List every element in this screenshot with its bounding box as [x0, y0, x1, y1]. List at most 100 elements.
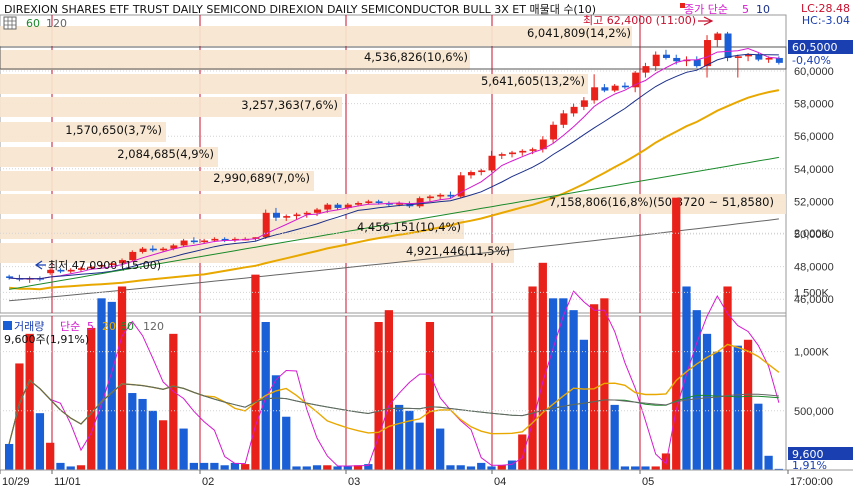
ma5-line — [9, 47, 779, 280]
volume-bar — [415, 422, 424, 470]
candle-body — [119, 260, 127, 264]
volume-bar — [169, 333, 178, 470]
candle-body — [765, 57, 773, 60]
candle-body — [160, 248, 168, 251]
candle-body — [683, 59, 691, 62]
x-axis-label: 17:00:00 — [790, 476, 833, 488]
volume-bar — [46, 442, 55, 470]
volume-profile-bar — [0, 171, 314, 191]
volume-bar — [425, 322, 435, 470]
volume-bar — [35, 413, 45, 470]
volume-profile-label: 2,084,685(4,9%) — [117, 147, 214, 161]
candle-body — [6, 276, 14, 279]
ma10-line — [9, 53, 779, 280]
volume-bar — [66, 466, 75, 470]
candle-body — [139, 248, 147, 252]
chart-title-bar: DIREXION SHARES ETF TRUST DAILY SEMICOND… — [0, 0, 853, 16]
candle-body — [98, 264, 106, 267]
volume-bar — [312, 465, 322, 470]
candle-body — [457, 175, 465, 197]
candle-body — [416, 198, 424, 207]
chart-title: DIREXION SHARES ETF TRUST DAILY SEMICOND… — [4, 3, 597, 16]
volume-profile-bar — [0, 219, 464, 239]
volume-bar — [292, 466, 301, 470]
candlestick-series — [6, 31, 783, 283]
volume-bar — [251, 274, 260, 470]
candle-body — [550, 124, 558, 140]
volume-bar — [702, 333, 712, 470]
volume-legend-item: 120 — [143, 320, 164, 333]
price-tick-label: 58,0000 — [794, 99, 834, 111]
volume-bar — [641, 466, 650, 470]
volume-bar — [672, 197, 681, 470]
candle-body — [580, 100, 588, 107]
volume-bar — [128, 393, 137, 470]
candle-body — [498, 154, 506, 156]
volume-tick-label: 500,000 — [794, 406, 834, 418]
ma5-legend: 5 — [742, 3, 749, 16]
low-arrow-icon — [34, 260, 46, 270]
volume-bar — [87, 327, 96, 470]
price-tick-label: 48,0000 — [794, 262, 834, 274]
volume-bar — [651, 466, 660, 470]
volume-legend-item: 거래량 — [14, 320, 44, 333]
candle-body — [591, 87, 599, 101]
candle-body — [365, 201, 373, 204]
volume-bar — [395, 404, 404, 470]
volume-profile-bar — [0, 74, 588, 94]
candle-body — [478, 170, 486, 173]
ma-legend-label: 종가 단순 — [684, 3, 728, 16]
candle-body — [745, 54, 753, 57]
volume-bar — [610, 404, 619, 470]
lc-label: LC:28.48 — [801, 2, 850, 15]
volume-profile-label: 4,536,826(10,6%) — [364, 50, 468, 64]
volume-bar — [200, 462, 209, 470]
current-volume-value: 9,600 — [792, 448, 824, 461]
candle-body — [190, 240, 198, 243]
volume-bar — [456, 465, 465, 470]
volume-bar — [559, 298, 568, 470]
volume-tick-label: 1,500K — [794, 287, 830, 299]
candle-body — [149, 248, 157, 251]
volume-bar — [723, 286, 732, 470]
candle-body — [57, 269, 65, 272]
volume-bar — [282, 416, 291, 470]
current-range-box — [0, 46, 787, 70]
grid-lines-icon — [4, 17, 16, 29]
volume-legend-item: 60 — [120, 320, 134, 333]
volume-bar — [220, 465, 229, 470]
volume-bar — [774, 468, 783, 470]
candle-body — [509, 152, 517, 155]
volume-bar — [158, 420, 168, 470]
x-axis-label: 03 — [348, 476, 360, 488]
candle-body — [519, 150, 527, 153]
price-tick-label: 56,0000 — [794, 131, 834, 143]
volume-profile-bar — [0, 97, 342, 117]
volume-bar — [384, 310, 393, 470]
volume-bar — [754, 403, 763, 470]
current-volume-pct: 1,91% — [792, 459, 827, 472]
volume-bar — [364, 464, 373, 470]
volume-legend-swatch — [3, 321, 12, 330]
volume-bar — [733, 345, 742, 470]
volume-bar — [271, 375, 281, 470]
candle-body — [88, 266, 96, 269]
candle-body — [77, 268, 85, 270]
price-tick-label: 50,0000 — [794, 229, 834, 241]
candle-body — [539, 139, 547, 150]
current-change-label: -0,40% — [792, 54, 831, 67]
high-price-label: 최고 62,4000 (11:00) — [583, 14, 696, 27]
candle-body — [129, 251, 137, 261]
x-axis-label: 11/01 — [54, 476, 81, 488]
volume-bar — [189, 462, 198, 470]
volume-bar — [538, 262, 547, 470]
grid-toggle-icon[interactable] — [3, 16, 17, 30]
volume-bar — [682, 286, 691, 470]
candle-body — [488, 155, 496, 171]
volume-bar — [107, 301, 116, 470]
volume-bar — [210, 462, 219, 470]
volume-bar — [528, 286, 537, 470]
candle-body — [447, 194, 455, 197]
